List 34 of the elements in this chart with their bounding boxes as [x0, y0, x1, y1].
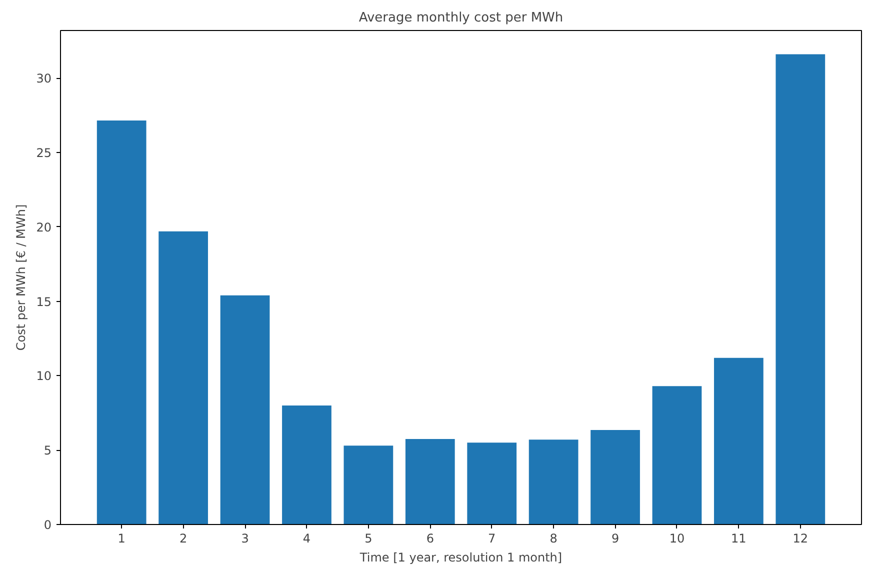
bar: [776, 54, 826, 524]
x-tick-label: 9: [611, 532, 620, 546]
x-tick-label: 4: [302, 532, 311, 546]
bar: [405, 438, 455, 524]
bar: [714, 358, 764, 524]
x-tick-label: 7: [488, 532, 496, 546]
y-tick-label: 30: [36, 72, 52, 86]
bar: [282, 405, 332, 524]
x-tick-label: 8: [550, 532, 558, 546]
x-tick-label: 10: [669, 532, 685, 546]
x-tick-label: 12: [792, 532, 808, 546]
y-tick-label: 5: [44, 444, 52, 458]
bar: [528, 440, 578, 524]
y-tick-label: 15: [36, 294, 52, 309]
bar: [652, 386, 702, 524]
x-tick-label: 6: [426, 532, 434, 546]
y-axis-title: Cost per MWh [€ / MWh]: [14, 204, 28, 351]
x-axis-title: Time [1 year, resolution 1 month]: [358, 550, 562, 564]
bar: [590, 430, 640, 524]
bar: [220, 295, 270, 524]
x-tick-label: 11: [731, 532, 746, 546]
bar: [158, 231, 208, 524]
y-tick-label: 25: [36, 146, 52, 160]
x-tick-label: 5: [364, 532, 372, 546]
bar: [96, 120, 146, 524]
y-tick-label: 20: [36, 220, 52, 234]
y-tick-label: 0: [44, 518, 52, 532]
chart-title: Average monthly cost per MWh: [358, 10, 564, 26]
bar: [344, 446, 394, 524]
x-tick-label: 1: [118, 532, 126, 546]
x-tick-label: 2: [179, 532, 188, 546]
bar: [467, 442, 517, 524]
x-tick-label: 3: [241, 532, 249, 546]
y-tick-label: 10: [36, 369, 52, 384]
